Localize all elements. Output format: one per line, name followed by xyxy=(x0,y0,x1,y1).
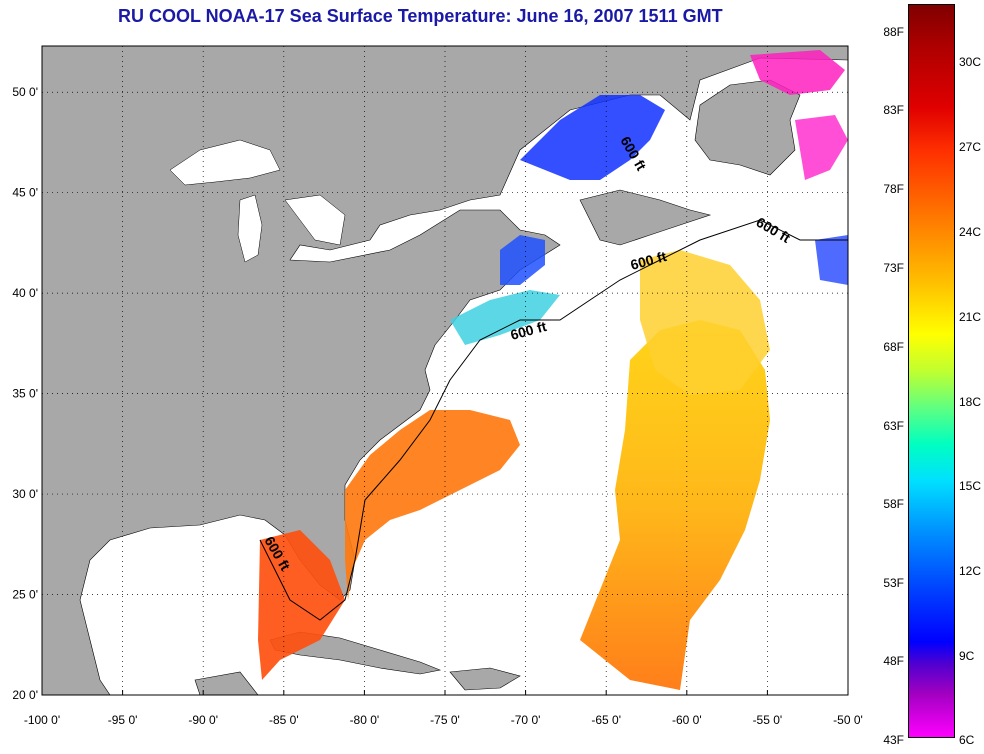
longitude-tick-label: -65 0' xyxy=(591,713,621,727)
colorbar-fahrenheit-label: 83F xyxy=(883,103,904,117)
sst-sargasso-warm xyxy=(580,320,770,690)
sst-florida-strait xyxy=(258,530,345,680)
colorbar-celsius-label: 21C xyxy=(959,310,982,324)
longitude-tick-label: -75 0' xyxy=(430,713,460,727)
colorbar-celsius-label: 15C xyxy=(959,479,982,493)
colorbar-fahrenheit-label: 43F xyxy=(883,733,904,747)
sst-grand-banks xyxy=(815,235,848,285)
longitude-tick-label: -95 0' xyxy=(108,713,138,727)
latitude-tick-label: 35 0' xyxy=(12,387,38,401)
lake-michigan xyxy=(237,194,263,263)
isobath-600ft xyxy=(259,219,848,621)
hispaniola-land xyxy=(449,667,521,691)
newfoundland-land xyxy=(694,79,801,176)
latitude-tick-label: 25 0' xyxy=(12,588,38,602)
longitude-tick-label: -70 0' xyxy=(511,713,541,727)
colorbar-fahrenheit-label: 78F xyxy=(883,182,904,196)
longitude-tick-label: -55 0' xyxy=(753,713,783,727)
sst-shelf-cool xyxy=(450,290,560,345)
colorbar-fahrenheit-label: 68F xyxy=(883,340,904,354)
sst-gulf-of-maine-cold xyxy=(500,235,545,285)
colorbar-fahrenheit-label: 73F xyxy=(883,261,904,275)
colorbar-fahrenheit-label: 88F xyxy=(883,25,904,39)
longitude-tick-label: -50 0' xyxy=(833,713,863,727)
colorbar-fahrenheit-label: 63F xyxy=(883,419,904,433)
longitude-tick-label: -90 0' xyxy=(188,713,218,727)
colorbar-celsius-label: 12C xyxy=(959,564,982,578)
latitude-tick-label: 40 0' xyxy=(12,286,38,300)
longitude-tick-label: -80 0' xyxy=(350,713,380,727)
longitude-tick-label: -60 0' xyxy=(672,713,702,727)
colorbar-celsius-label: 6C xyxy=(959,733,975,747)
colorbar-celsius-label: 30C xyxy=(959,55,982,69)
sst-gulf-stream-warm xyxy=(345,410,520,600)
colorbar-fahrenheit-label: 53F xyxy=(883,576,904,590)
map-title: RU COOL NOAA-17 Sea Surface Temperature:… xyxy=(118,6,723,26)
colorbar-celsius-label: 18C xyxy=(959,395,982,409)
sst-north-warm xyxy=(640,250,770,395)
latitude-tick-label: 50 0' xyxy=(12,85,38,99)
nova-scotia-land xyxy=(579,189,712,246)
colorbar-celsius-label: 27C xyxy=(959,140,982,154)
colorbar-celsius-label: 24C xyxy=(959,225,982,239)
sst-newfoundland-cold xyxy=(795,115,848,180)
latitude-tick-label: 20 0' xyxy=(12,688,38,702)
colorbar-fahrenheit-label: 48F xyxy=(883,654,904,668)
lake-superior xyxy=(169,139,281,186)
sst-st-lawrence-cold xyxy=(520,95,665,180)
sst-labrador-cold xyxy=(750,50,845,95)
yucatan-land xyxy=(194,671,259,695)
longitude-tick-label: -100 0' xyxy=(24,713,60,727)
latitude-tick-label: 30 0' xyxy=(12,487,38,501)
latitude-tick-label: 45 0' xyxy=(12,186,38,200)
colorbar-celsius-label: 9C xyxy=(959,649,975,663)
colorbar-fahrenheit-label: 58F xyxy=(883,497,904,511)
longitude-tick-label: -85 0' xyxy=(269,713,299,727)
temperature-colorbar xyxy=(908,4,955,738)
lake-huron xyxy=(284,194,346,246)
